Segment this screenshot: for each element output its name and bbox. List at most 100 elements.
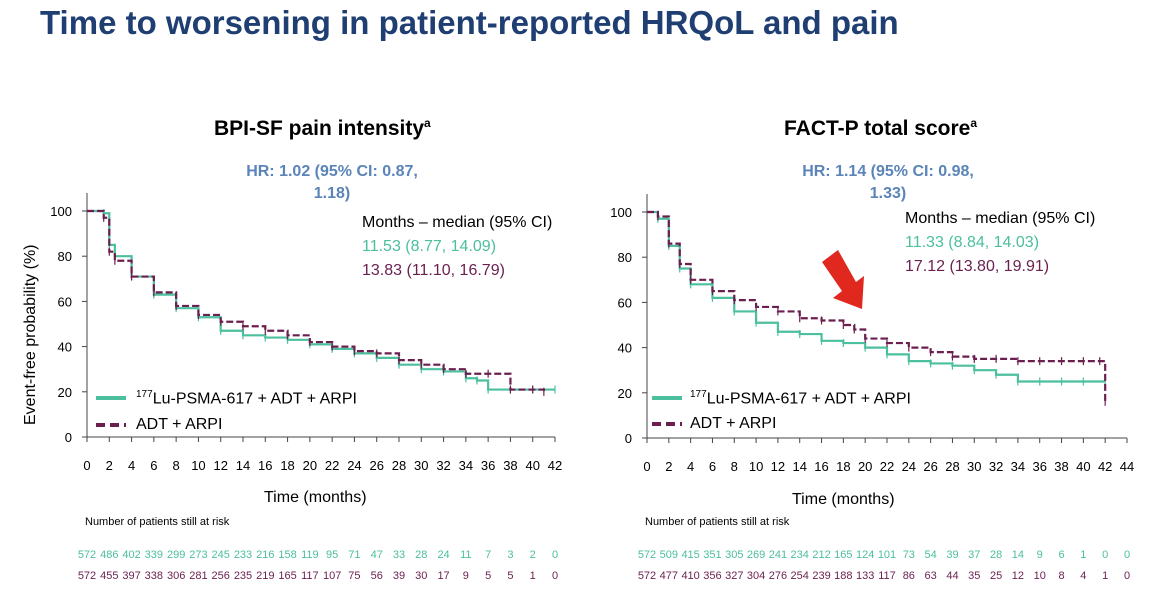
y-tick-label: 40	[58, 340, 72, 355]
risk-value: 117	[301, 570, 319, 582]
x-tick-label: 10	[749, 459, 763, 474]
risk-value: 9	[462, 570, 469, 582]
risk-value: 133	[855, 570, 875, 582]
y-tick-label: 100	[610, 205, 632, 220]
x-tick-label: 28	[392, 458, 406, 473]
risk-value: 572	[77, 570, 97, 582]
risk-value: 415	[681, 549, 700, 561]
risk-value: 477	[659, 570, 678, 582]
x-tick-label: 18	[836, 459, 850, 474]
x-tick-label: 22	[880, 459, 894, 474]
risk-value: 233	[233, 549, 253, 561]
risk-value: 269	[746, 549, 766, 561]
risk-table-title: Number of patients still at risk	[645, 516, 790, 528]
y-tick-label: 40	[618, 341, 632, 356]
hazard-ratio: HR: 1.14 (95% CI: 0.98, 1.33)	[768, 161, 1008, 205]
hazard-ratio: HR: 1.02 (95% CI: 0.87, 1.18)	[212, 161, 452, 205]
risk-value: 299	[166, 549, 186, 561]
y-tick-label: 60	[618, 295, 632, 310]
x-tick-label: 38	[503, 458, 517, 473]
legend-adt: ADT + ARPI	[136, 416, 223, 433]
risk-value: 1	[529, 570, 536, 582]
risk-value: 73	[902, 549, 915, 561]
risk-value: 47	[370, 549, 383, 561]
hazard-ratio-line1: HR: 1.02 (95% CI: 0.87,	[246, 163, 418, 180]
median-adt: 13.83 (11.10, 16.79)	[362, 262, 505, 279]
risk-value: 101	[877, 549, 897, 561]
risk-value: 56	[370, 570, 383, 582]
risk-value: 28	[989, 549, 1003, 561]
risk-value: 35	[968, 570, 981, 582]
median-header: Months – median (95% CI)	[905, 210, 1096, 227]
risk-value: 24	[437, 549, 450, 561]
risk-value: 158	[278, 549, 297, 561]
x-tick-label: 14	[236, 458, 250, 473]
risk-value: 356	[703, 570, 722, 582]
risk-table-title: Number of patients still at risk	[85, 516, 230, 528]
x-tick-label: 16	[814, 459, 828, 474]
risk-value: 39	[392, 570, 406, 582]
x-tick-label: 30	[414, 458, 428, 473]
x-tick-label: 44	[1120, 459, 1134, 474]
x-tick-label: 4	[128, 458, 135, 473]
risk-value: 5	[507, 570, 514, 582]
x-tick-label: 12	[771, 459, 785, 474]
risk-value: 39	[946, 549, 959, 561]
legend-lu-sup: 177	[690, 389, 707, 400]
x-tick-label: 24	[347, 458, 361, 473]
x-tick-label: 28	[945, 459, 959, 474]
risk-value: 124	[855, 549, 875, 561]
risk-value: 30	[415, 570, 428, 582]
x-tick-label: 32	[989, 459, 1003, 474]
risk-value: 219	[256, 570, 275, 582]
risk-value: 572	[77, 549, 97, 561]
risk-value: 63	[924, 570, 937, 582]
risk-value: 5	[485, 570, 492, 582]
risk-value: 7	[485, 549, 492, 561]
legend-lu: 177Lu-PSMA-617 + ADT + ARPI	[690, 389, 911, 408]
risk-value: 25	[989, 570, 1003, 582]
risk-value: 276	[768, 570, 788, 582]
risk-value: 17	[437, 570, 450, 582]
risk-value: 107	[322, 570, 342, 582]
x-tick-label: 20	[858, 459, 872, 474]
risk-value: 119	[301, 549, 319, 561]
x-tick-label: 42	[1098, 459, 1112, 474]
median-header: Months – median (95% CI)	[362, 214, 553, 231]
risk-value: 71	[348, 549, 361, 561]
annotation-arrow	[822, 250, 864, 309]
x-tick-label: 36	[481, 458, 495, 473]
risk-value: 10	[1033, 570, 1046, 582]
risk-value: 33	[392, 549, 406, 561]
risk-value: 4	[1080, 570, 1087, 582]
x-tick-label: 26	[369, 458, 383, 473]
x-tick-label: 26	[923, 459, 937, 474]
median-lu: 11.53 (8.77, 14.09)	[362, 238, 497, 255]
risk-value: 254	[790, 570, 809, 582]
risk-value: 234	[790, 549, 809, 561]
y-tick-label: 20	[58, 385, 72, 400]
x-tick-label: 14	[792, 459, 806, 474]
risk-value: 75	[348, 570, 361, 582]
risk-value: 0	[551, 549, 559, 561]
km-curve-adt	[647, 210, 1107, 402]
hazard-ratio-line2: 1.18)	[313, 185, 351, 202]
chart-title-text: FACT-P total score	[784, 117, 971, 140]
risk-value: 14	[1011, 549, 1025, 561]
risk-value: 54	[924, 549, 937, 561]
x-tick-label: 36	[1032, 459, 1046, 474]
x-tick-label: 16	[258, 458, 272, 473]
risk-value: 2	[529, 549, 536, 561]
risk-value: 572	[637, 570, 657, 582]
x-tick-label: 8	[173, 458, 180, 473]
risk-value: 305	[725, 549, 744, 561]
risk-value: 486	[100, 549, 119, 561]
x-tick-label: 10	[191, 458, 205, 473]
risk-value: 0	[1123, 570, 1131, 582]
risk-value: 188	[834, 570, 853, 582]
risk-value: 1	[1102, 570, 1109, 582]
risk-value: 9	[1036, 549, 1043, 561]
risk-value: 86	[902, 570, 915, 582]
x-tick-label: 4	[687, 459, 694, 474]
x-tick-label: 2	[106, 458, 113, 473]
